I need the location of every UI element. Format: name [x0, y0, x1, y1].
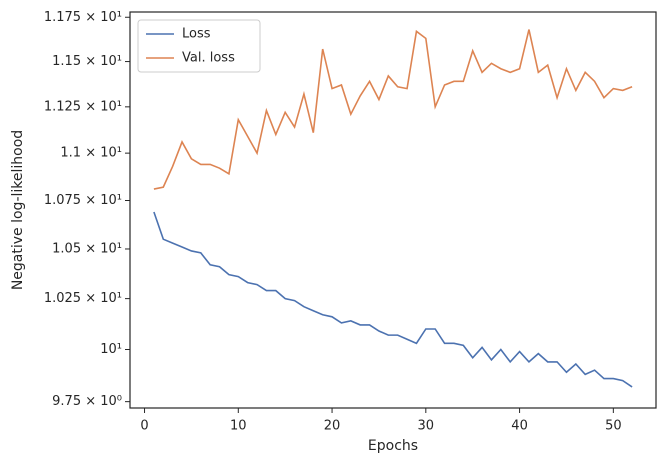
y-tick-label: 1.075 × 10¹	[44, 193, 122, 208]
x-tick-label: 0	[140, 419, 148, 434]
legend-label: Val. loss	[182, 51, 235, 66]
y-tick-label: 1.15 × 10¹	[52, 54, 122, 69]
y-tick-label: 10¹	[100, 342, 122, 357]
line-series	[153, 29, 633, 190]
plot-frame	[129, 11, 657, 409]
legend-label: Loss	[182, 27, 211, 42]
y-tick-label: 1.1 × 10¹	[60, 146, 122, 161]
x-axis-label: Epochs	[368, 438, 418, 454]
y-axis-label: Negative log-likelihood	[10, 130, 26, 290]
line-series	[153, 211, 633, 388]
x-tick-label: 50	[605, 419, 622, 434]
x-tick-label: 40	[511, 419, 528, 434]
y-tick-label: 1.125 × 10¹	[44, 99, 122, 114]
legend-box	[137, 19, 261, 73]
x-tick-label: 10	[230, 419, 247, 434]
x-tick-label: 30	[418, 419, 435, 434]
y-tick-label: 1.05 × 10¹	[52, 241, 122, 256]
y-tick-label: 1.175 × 10¹	[44, 10, 122, 25]
y-tick-label: 9.75 × 10⁰	[52, 394, 122, 409]
y-tick-label: 1.025 × 10¹	[44, 291, 122, 306]
x-tick-label: 20	[324, 419, 341, 434]
